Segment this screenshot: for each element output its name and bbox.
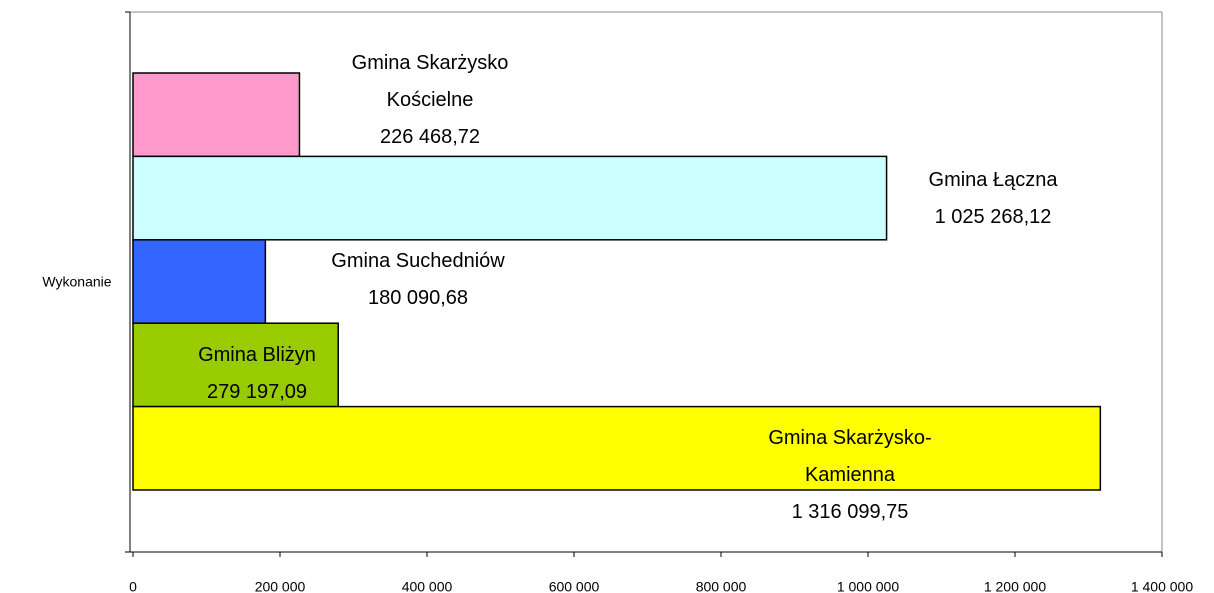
data-label-value: 226 468,72 [379,126,481,148]
bar [132,155,888,241]
bar [132,405,1102,491]
data-label-name: Gmina Skarżysko Kościelne [351,52,509,111]
x-tick-label: 1 400 000 [1131,579,1193,593]
x-tick-label: 200 000 [255,579,306,593]
category-label: Wykonanie [42,274,111,290]
x-tick-label: 0 [129,579,137,593]
data-label-name: Gmina Łączna [928,169,1058,191]
data-label-value: 180 090,68 [367,287,469,309]
data-label-value: 1 025 268,12 [934,206,1052,228]
bar [132,239,267,324]
x-tick-label: 1 200 000 [984,579,1046,593]
data-label-name: Gmina Skarżysko-Kamienna [768,427,932,486]
data-label-value: 279 197,09 [206,381,308,403]
x-tick-label: 400 000 [402,579,453,593]
data-label-value: 1 316 099,75 [791,501,909,523]
data-label-name: Gmina Suchedniów [331,250,505,272]
x-tick-label: 800 000 [696,579,747,593]
x-tick-label: 600 000 [549,579,600,593]
data-label-name: Gmina Bliżyn [198,344,316,366]
bar [132,322,339,408]
bar [132,72,301,158]
x-tick-label: 1 000 000 [837,579,899,593]
